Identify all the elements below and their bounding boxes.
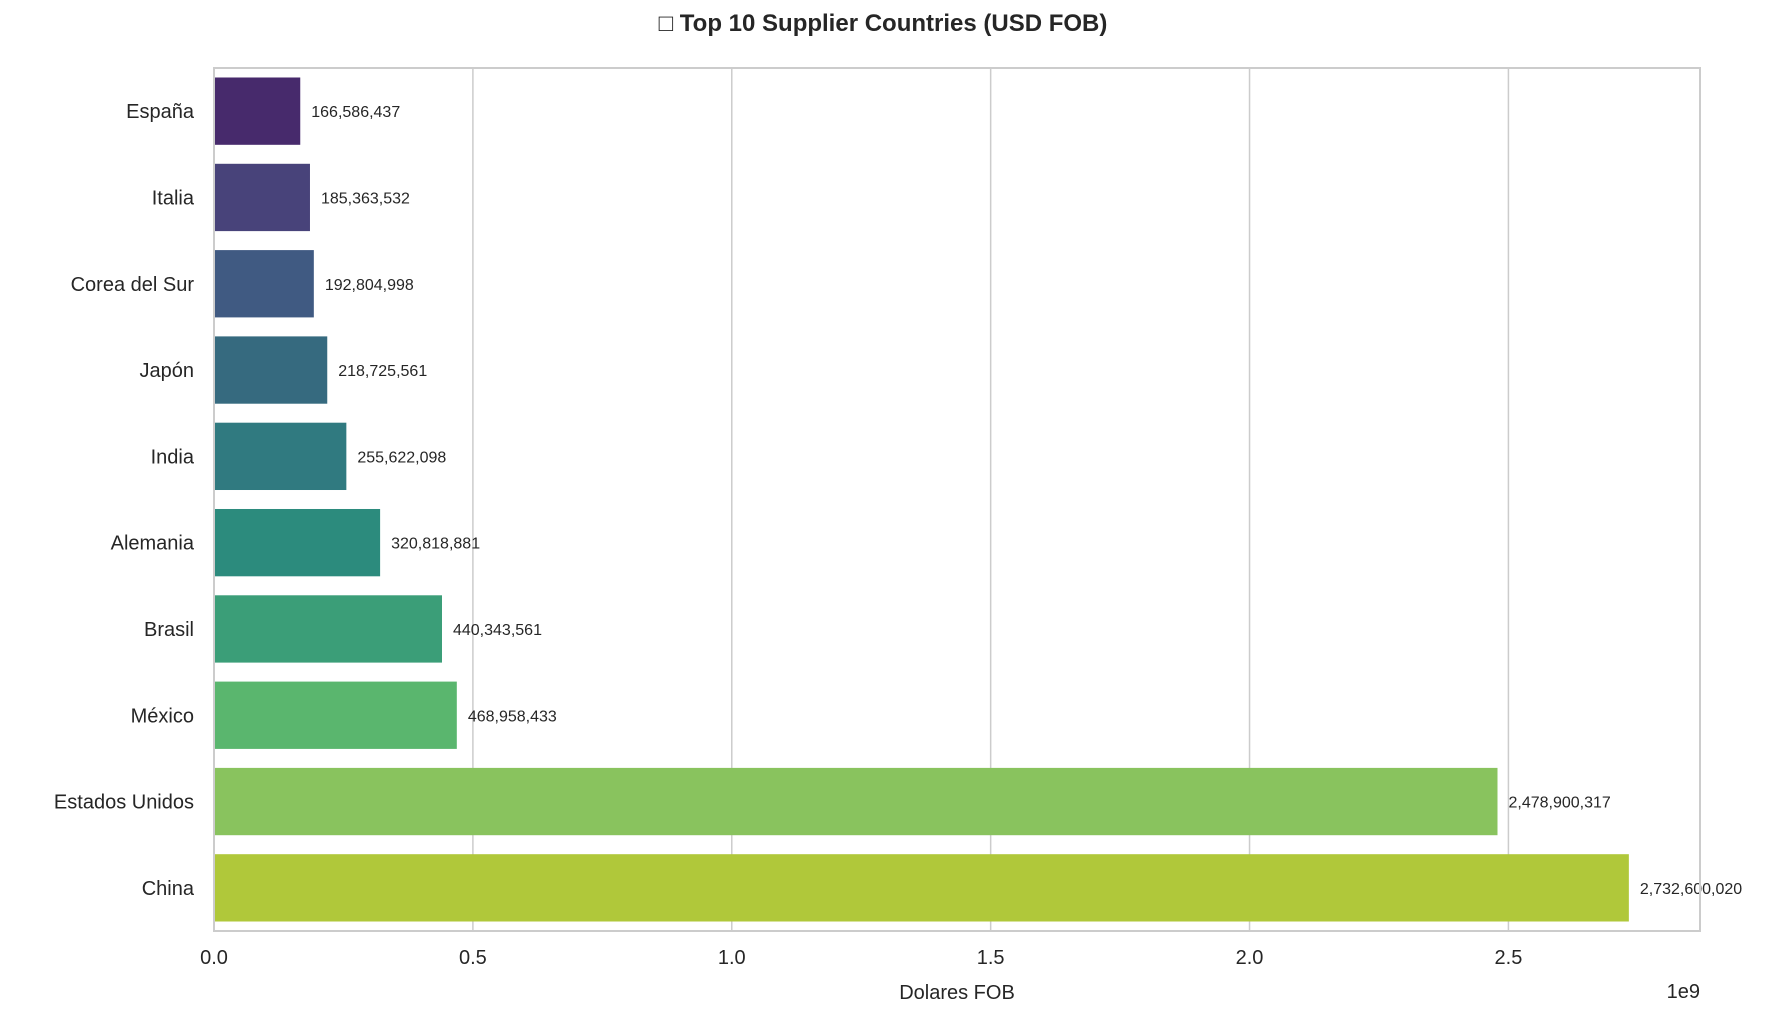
y-tick-label: Estados Unidos: [54, 792, 194, 814]
bar: [214, 508, 381, 577]
y-tick-label: Corea del Sur: [71, 274, 195, 296]
bar: [214, 422, 347, 491]
bar: [214, 767, 1498, 836]
bar: [214, 250, 314, 318]
bar: [214, 595, 442, 663]
y-tick-label: Alemania: [111, 533, 195, 555]
x-tick-label: 2.5: [1495, 947, 1523, 969]
y-tick-label: México: [131, 705, 194, 727]
y-tick-label: India: [151, 446, 195, 468]
x-tick-label: 2.0: [1236, 947, 1264, 969]
data-label: 468,958,433: [468, 708, 557, 725]
y-tick-label: China: [142, 878, 195, 900]
y-tick-label: Italia: [152, 187, 195, 209]
chart-title: □ Top 10 Supplier Countries (USD FOB): [658, 10, 1108, 37]
data-label: 255,622,098: [357, 449, 446, 466]
data-label: 320,818,881: [391, 536, 480, 553]
x-tick-label: 0.0: [200, 947, 228, 969]
data-label: 192,804,998: [325, 277, 414, 294]
data-label: 218,725,561: [338, 363, 427, 380]
data-label: 440,343,561: [453, 622, 542, 639]
bar: [214, 77, 301, 145]
x-tick-label: 1.0: [718, 947, 746, 969]
data-label: 166,586,437: [311, 104, 400, 121]
bar: [214, 336, 328, 404]
y-tick-label: Brasil: [144, 619, 194, 641]
bar: [214, 163, 310, 232]
data-label: 2,732,600,020: [1640, 881, 1742, 898]
x-tick-label: 0.5: [459, 947, 487, 969]
data-label: 2,478,900,317: [1509, 795, 1611, 812]
y-tick-label: España: [126, 101, 195, 123]
x-scale-label: 1e9: [1667, 981, 1700, 1003]
x-axis-label: Dolares FOB: [899, 982, 1015, 1004]
bar: [214, 681, 457, 749]
data-label: 185,363,532: [321, 190, 410, 207]
plot-frame: [213, 67, 1701, 932]
x-tick-label: 1.5: [977, 947, 1005, 969]
bar: [214, 854, 1629, 922]
y-tick-label: Japón: [140, 360, 195, 382]
